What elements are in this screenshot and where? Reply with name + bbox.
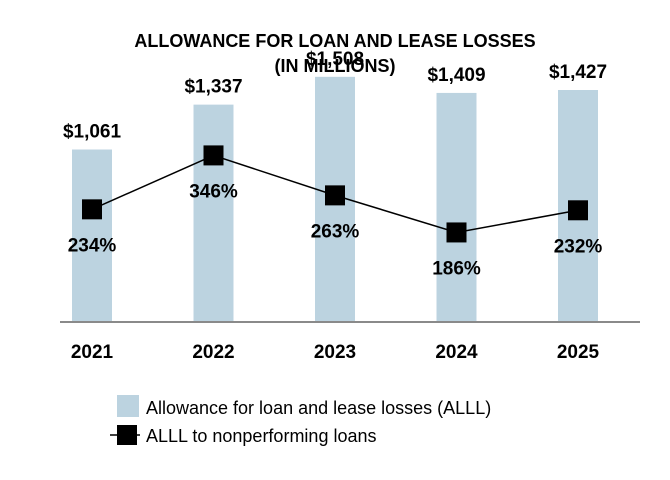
labels-layer: $1,061 $1,337 $1,508 $1,409 $1,427 234% 346% 26…: [63, 49, 607, 280]
line-marker-2025: [568, 200, 588, 221]
bar-value-label-2021: $1,061: [63, 122, 122, 143]
bar-2024: [436, 92, 477, 323]
line-marker-2021: [82, 199, 102, 220]
bars-layer: [72, 76, 598, 323]
x-tick-2025: 2025: [557, 342, 600, 363]
x-tick-2024: 2024: [435, 342, 478, 363]
line-value-label-2022: 346%: [189, 181, 238, 202]
chart-title: ALLOWANCE FOR LOAN AND LEASE LOSSES: [134, 31, 535, 51]
x-tick-2023: 2023: [314, 342, 356, 363]
line-value-label-2023: 263%: [311, 221, 360, 242]
line-value-label-2025: 232%: [554, 236, 603, 257]
bar-2022: [193, 104, 234, 322]
line-value-label-2024: 186%: [432, 258, 481, 279]
line-series-layer: [82, 145, 588, 243]
line-marker-2024: [446, 222, 467, 243]
legend-label-line: ALLL to nonperforming loans: [146, 426, 376, 446]
bar-value-label-2023: $1,508: [306, 49, 364, 70]
legend-marker-line: [117, 425, 137, 445]
chart-subtitle: (IN MILLIONS): [275, 56, 396, 76]
x-tick-2021: 2021: [71, 342, 114, 363]
bar-2021: [72, 149, 112, 322]
line-value-label-2021: 234%: [68, 235, 117, 256]
legend-swatch-bar: [117, 395, 139, 417]
bar-value-label-2025: $1,427: [549, 62, 607, 83]
line-marker-2022: [203, 145, 224, 166]
legend-label-bar: Allowance for loan and lease losses (ALL…: [146, 398, 491, 418]
bar-value-label-2022: $1,337: [184, 77, 242, 98]
legend: Allowance for loan and lease losses (ALL…: [110, 395, 491, 446]
bar-value-label-2024: $1,409: [427, 65, 485, 86]
x-tick-2022: 2022: [192, 342, 234, 363]
x-tick-labels: 2021 2022 2023 2024 2025: [71, 342, 600, 363]
line-marker-2023: [325, 185, 345, 206]
